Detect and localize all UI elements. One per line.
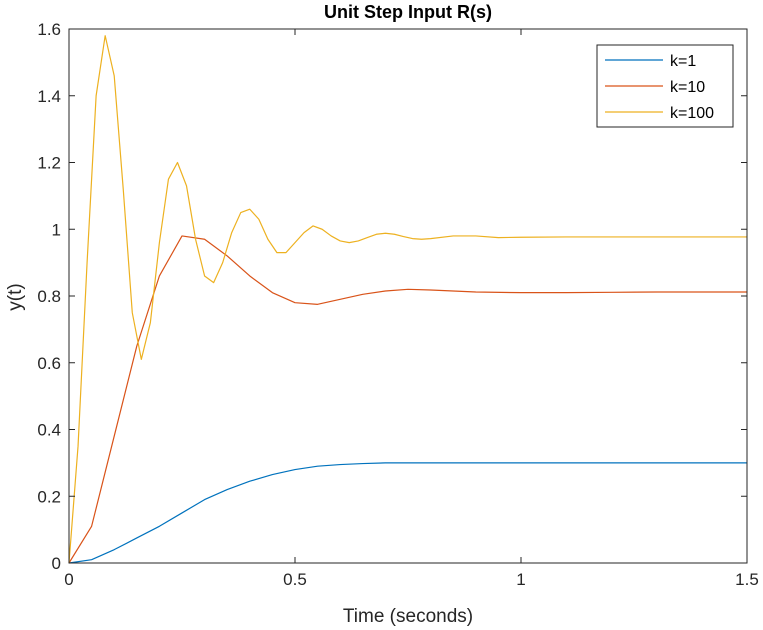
- legend-label: k=10: [670, 79, 705, 96]
- y-tick-label: 0: [52, 554, 61, 573]
- y-tick-label: 1.4: [37, 87, 61, 106]
- y-tick-label: 0.6: [37, 354, 61, 373]
- x-axis-label: Time (seconds): [343, 606, 473, 627]
- series-layer: [68, 35, 747, 564]
- y-axis-label: y(t): [5, 283, 26, 310]
- y-tick-label: 1.2: [37, 154, 61, 173]
- y-tick-label: 0.2: [37, 487, 61, 506]
- legend-label: k=100: [670, 105, 714, 122]
- x-tick-label: 1.5: [735, 570, 759, 589]
- series-line-3: [68, 35, 747, 564]
- x-tick-label: 1: [516, 570, 525, 589]
- legend-label: k=1: [670, 53, 696, 70]
- y-tick-label: 1: [52, 220, 61, 239]
- x-tick-label: 0.5: [283, 570, 307, 589]
- chart-title: Unit Step Input R(s): [324, 2, 492, 22]
- series-line-1: [68, 462, 747, 564]
- y-tick-label: 0.4: [37, 421, 61, 440]
- y-tick-label: 1.6: [37, 20, 61, 39]
- x-tick-label: 0: [64, 570, 73, 589]
- axes-layer: 0 0.5 1 1.5 0 0.2 0.4 0.6 0.8 1 1.2 1.4 1.6: [37, 20, 758, 589]
- legend: k=1 k=10 k=100: [596, 44, 734, 128]
- series-line-2: [68, 235, 747, 564]
- y-tick-label: 0.8: [37, 287, 61, 306]
